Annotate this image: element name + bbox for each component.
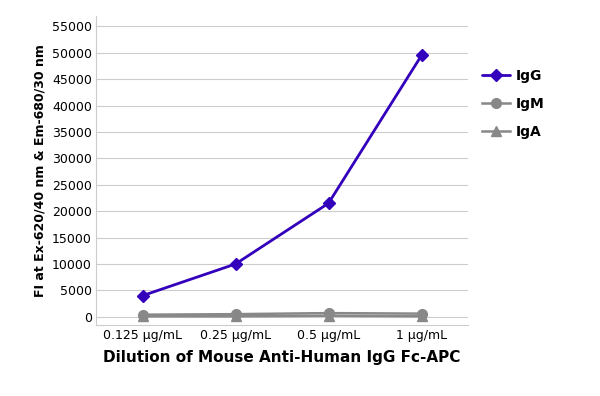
IgA [418,314,425,319]
IgG [139,293,146,298]
IgG [418,53,425,58]
IgA [325,313,332,318]
IgM [418,311,425,316]
Line: IgM: IgM [137,308,427,320]
IgM [139,312,146,317]
X-axis label: Dilution of Mouse Anti-Human IgG Fc-APC: Dilution of Mouse Anti-Human IgG Fc-APC [103,350,461,365]
IgA [232,314,239,319]
IgM [325,311,332,316]
Line: IgG: IgG [139,51,425,300]
IgA [139,314,146,319]
IgG [232,262,239,267]
Y-axis label: FI at Ex-620/40 nm & Em-680/30 nm: FI at Ex-620/40 nm & Em-680/30 nm [33,44,46,297]
IgG [325,201,332,206]
IgM [232,312,239,316]
Legend: IgG, IgM, IgA: IgG, IgM, IgA [482,69,544,139]
Line: IgA: IgA [137,311,427,321]
